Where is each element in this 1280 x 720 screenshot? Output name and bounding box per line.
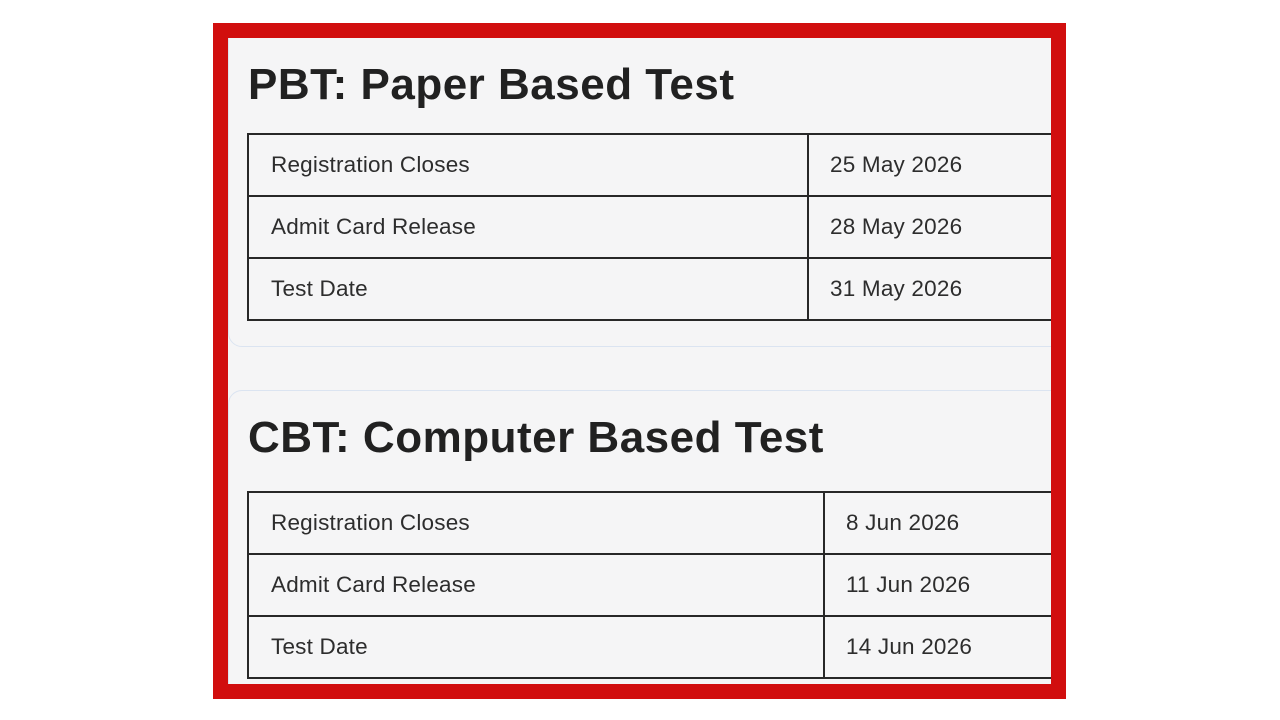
row-label: Test Date — [247, 257, 809, 321]
row-label: Registration Closes — [247, 491, 825, 555]
row-label: Admit Card Release — [247, 553, 825, 617]
row-value: 28 May 2026 — [807, 195, 1051, 259]
highlight-frame: PBT: Paper Based Test Registration Close… — [213, 23, 1066, 699]
row-value: 8 Jun 2026 — [823, 491, 1051, 555]
cbt-section-title: CBT: Computer Based Test — [248, 413, 824, 462]
table-row: Registration Closes 8 Jun 2026 — [247, 491, 1051, 555]
table-row: Test Date 14 Jun 2026 — [247, 615, 1051, 679]
row-value: 11 Jun 2026 — [823, 553, 1051, 617]
table-row: Test Date 31 May 2026 — [247, 257, 1051, 321]
pbt-section-title: PBT: Paper Based Test — [248, 60, 735, 109]
table-row: Registration Closes 25 May 2026 — [247, 133, 1051, 197]
row-value: 14 Jun 2026 — [823, 615, 1051, 679]
cbt-schedule-table: Registration Closes 8 Jun 2026 Admit Car… — [247, 491, 1051, 679]
content-clip: PBT: Paper Based Test Registration Close… — [228, 38, 1051, 684]
pbt-schedule-table: Registration Closes 25 May 2026 Admit Ca… — [247, 133, 1051, 321]
row-value: 31 May 2026 — [807, 257, 1051, 321]
table-row: Admit Card Release 28 May 2026 — [247, 195, 1051, 259]
row-label: Test Date — [247, 615, 825, 679]
row-label: Registration Closes — [247, 133, 809, 197]
table-row: Admit Card Release 11 Jun 2026 — [247, 553, 1051, 617]
row-value: 25 May 2026 — [807, 133, 1051, 197]
row-label: Admit Card Release — [247, 195, 809, 259]
